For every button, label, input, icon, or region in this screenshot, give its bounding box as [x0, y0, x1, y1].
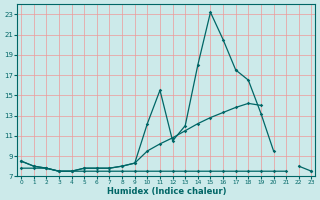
X-axis label: Humidex (Indice chaleur): Humidex (Indice chaleur) [107, 187, 226, 196]
